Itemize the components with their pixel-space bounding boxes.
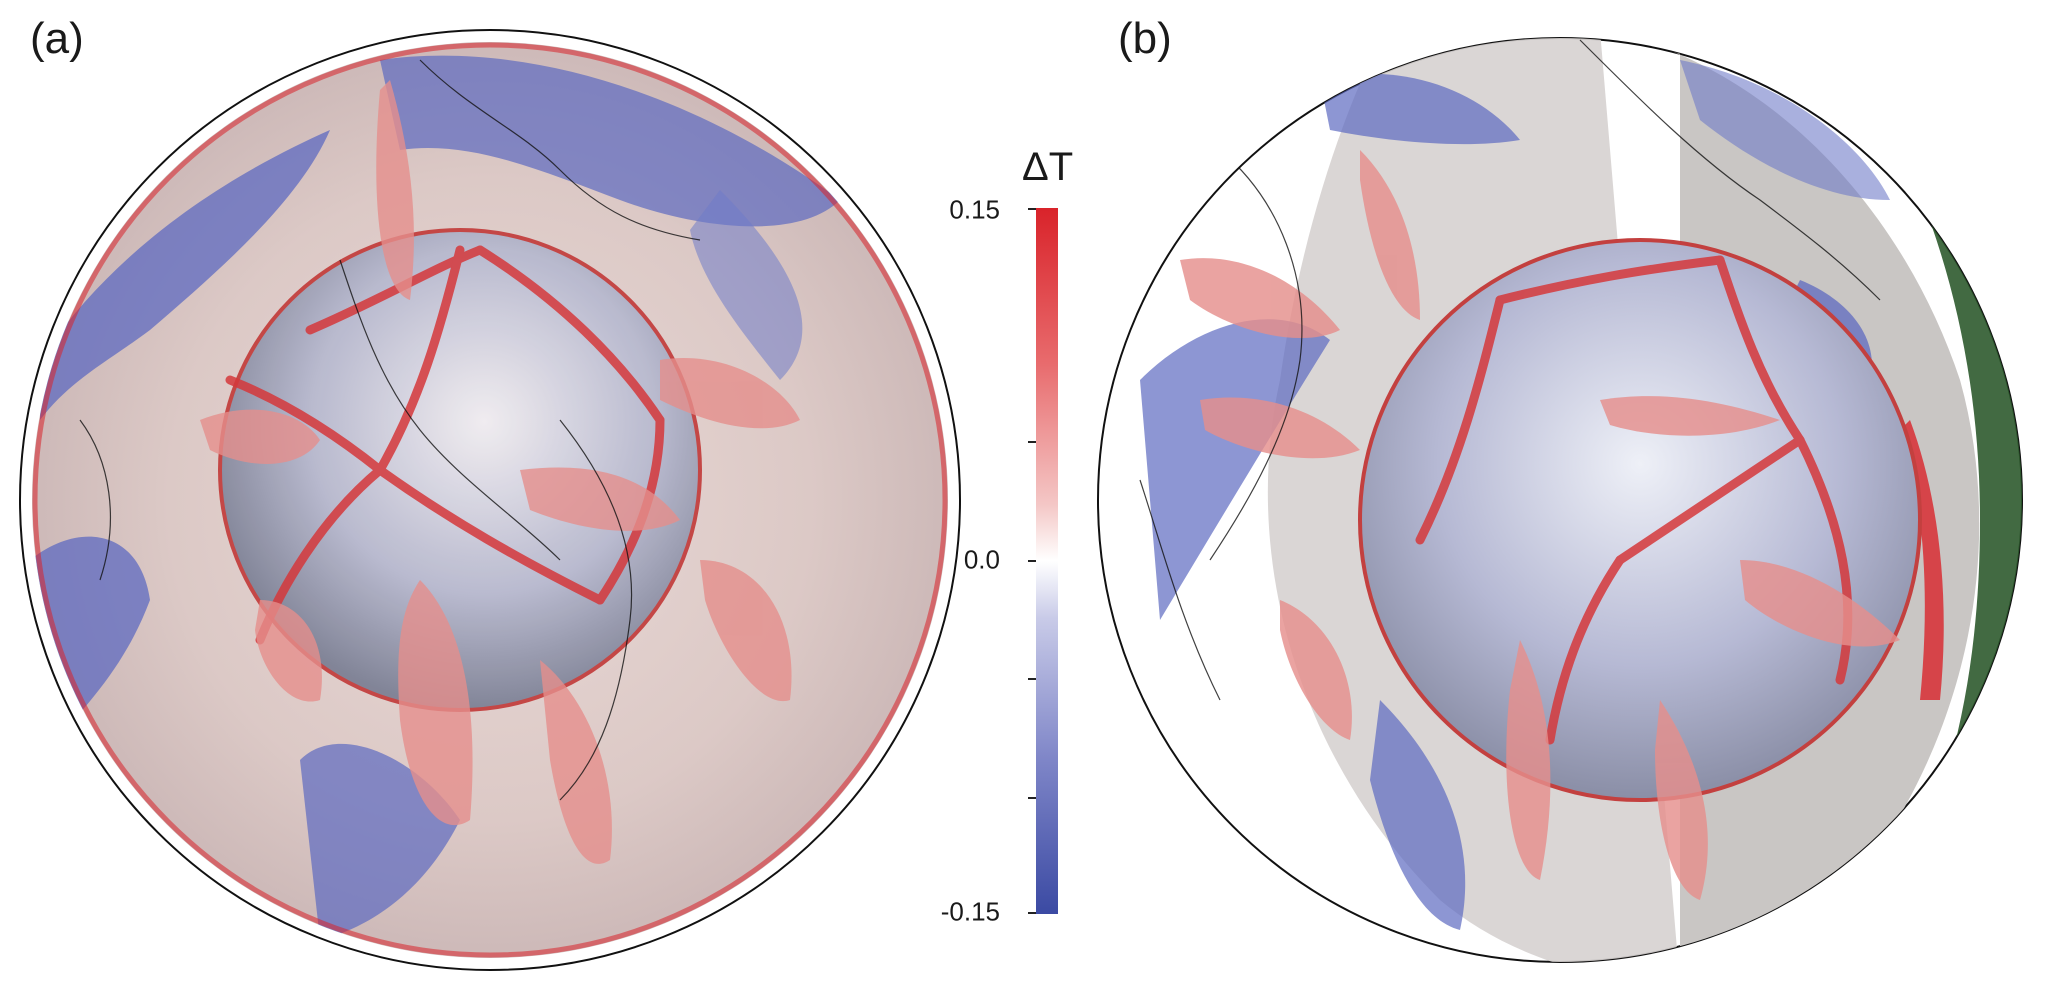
hot-plume xyxy=(540,660,612,864)
colorbar xyxy=(1036,208,1058,914)
hot-plume xyxy=(1200,397,1360,459)
colorbar-tick-mark xyxy=(1028,441,1036,443)
cold-slab xyxy=(1680,60,1890,200)
globe-a-illustration xyxy=(19,29,961,971)
plume-ridge xyxy=(225,375,385,475)
hot-plume xyxy=(376,80,414,300)
plume-ridge xyxy=(1545,555,1625,745)
hot-plume xyxy=(700,560,792,702)
hot-plume xyxy=(1180,258,1340,339)
hot-plume xyxy=(255,600,322,702)
colorbar-title: ΔT xyxy=(1022,145,1074,189)
hot-plume xyxy=(660,358,800,429)
plume-ridge xyxy=(375,465,605,605)
hot-plume xyxy=(520,467,680,531)
coastline xyxy=(1579,39,1881,301)
coastline xyxy=(1139,479,1221,701)
plume-ridge xyxy=(1415,295,1505,545)
globe-b-illustration xyxy=(1097,37,2023,963)
colorbar-tick-label-max: 0.15 xyxy=(949,194,1000,225)
colorbar-tick-label-min: -0.15 xyxy=(940,896,1000,927)
coastline xyxy=(419,59,701,241)
plume-ridge xyxy=(1615,435,1805,565)
hot-plume xyxy=(1360,150,1420,320)
colorbar-tick-mark xyxy=(1028,678,1036,680)
colorbar-tick-mark xyxy=(1028,797,1036,799)
plume-ridge xyxy=(375,245,465,475)
hot-plume xyxy=(1506,640,1551,880)
hot-boundary-layer xyxy=(1900,420,1944,700)
cold-slab xyxy=(1140,319,1330,620)
cold-slab xyxy=(380,55,840,227)
coastline xyxy=(1209,149,1303,561)
coastline xyxy=(79,419,112,581)
hot-plume xyxy=(1280,600,1352,740)
coastline xyxy=(339,259,561,561)
hot-plume xyxy=(398,580,473,826)
panel-label-a: (a) xyxy=(30,14,84,63)
plume-ridge xyxy=(475,245,665,425)
cold-slab xyxy=(1370,700,1466,930)
cold-slab xyxy=(40,130,330,420)
globe-a-outer-outline xyxy=(19,29,961,971)
plume-ridge xyxy=(1495,255,1725,305)
colorbar-tick-label-mid: 0.0 xyxy=(963,544,1000,575)
core-sphere-b xyxy=(1358,238,1922,802)
cold-slab xyxy=(1320,73,1520,145)
plume-ridge xyxy=(1715,255,1805,445)
hot-plume xyxy=(1655,700,1708,900)
colorbar-tick-mark xyxy=(1028,208,1036,210)
plume-ridge xyxy=(1795,435,1853,685)
colorbar-tick-mark xyxy=(1028,912,1036,914)
hot-plume xyxy=(200,409,320,464)
panel-label-b: (b) xyxy=(1118,14,1172,63)
cold-slab xyxy=(690,190,803,380)
colorbar-tick-mark xyxy=(1028,560,1036,562)
coastline xyxy=(559,419,633,801)
hot-plume xyxy=(1600,396,1780,436)
globe-a-hot-rim xyxy=(32,42,948,958)
hot-plume xyxy=(1740,560,1900,647)
